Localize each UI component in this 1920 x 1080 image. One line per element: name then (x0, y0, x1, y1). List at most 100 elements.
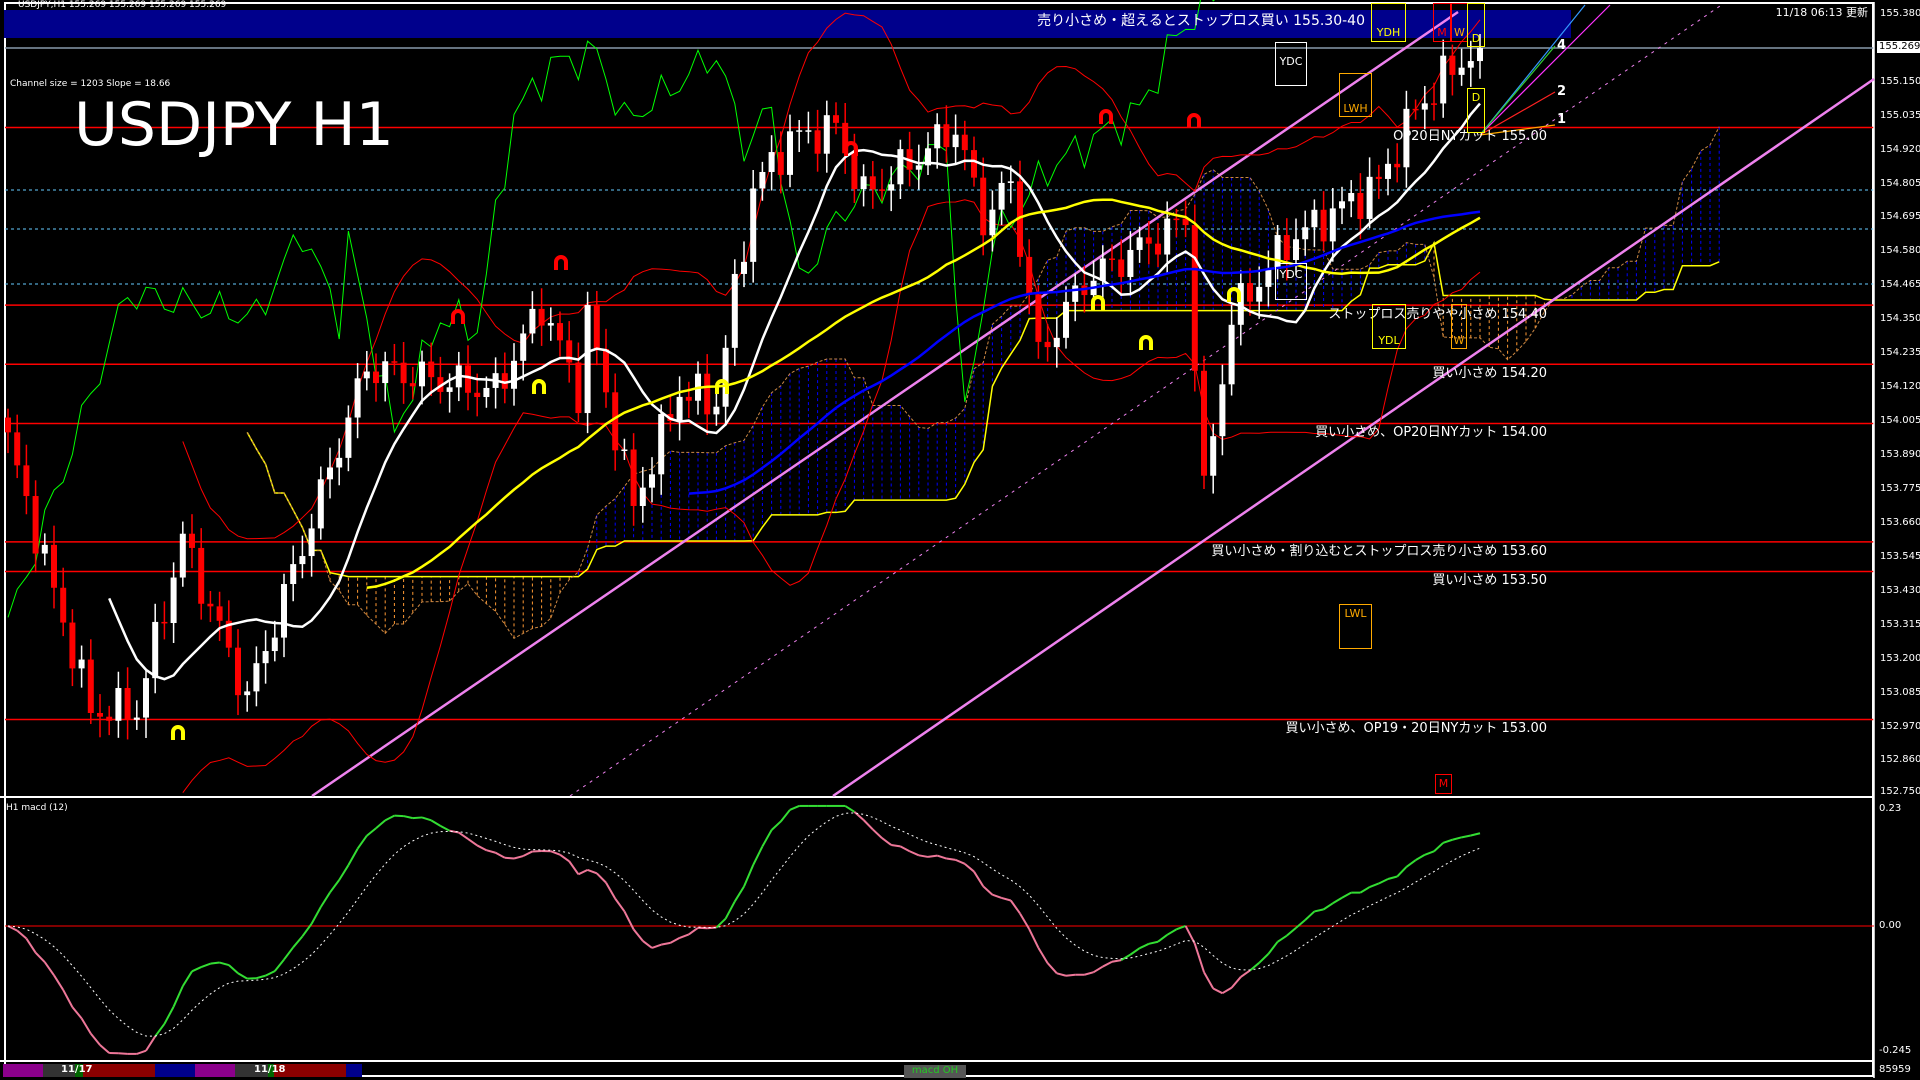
candle (1035, 285, 1042, 359)
candle (879, 168, 885, 202)
candle (1099, 245, 1106, 302)
candle-body (409, 383, 416, 387)
candle-body (152, 621, 159, 679)
price-tick: 153.315 (1880, 619, 1920, 631)
session-segment (274, 1064, 346, 1077)
macd-line-segment (1286, 927, 1297, 937)
macd-line-segment (1314, 908, 1324, 913)
candle-body (1348, 193, 1355, 202)
candle (271, 620, 278, 662)
macd-line-segment (62, 989, 74, 1008)
candle-body (271, 637, 278, 652)
macd-line-segment (1433, 842, 1444, 853)
candle (603, 328, 609, 408)
macd-line-segment (550, 850, 561, 856)
price-tick: 155.380 (1880, 8, 1920, 19)
candle-body (1385, 163, 1391, 179)
candle-body (1007, 181, 1014, 183)
candle (115, 671, 122, 738)
candle (1357, 173, 1364, 240)
candle-body (41, 544, 48, 554)
macd-line-segment (1267, 941, 1279, 955)
macd-line-segment (347, 848, 359, 866)
candle (1247, 268, 1253, 316)
candle-body (1403, 108, 1410, 168)
lwh-box: LWH (1339, 73, 1372, 117)
candle-body (851, 153, 858, 190)
lwl-label: LWL (1344, 607, 1367, 620)
candle (501, 352, 508, 404)
price-tick: 154.005 (1880, 415, 1920, 426)
macd-line-segment (1139, 942, 1150, 950)
lwl-box: LWL (1339, 604, 1372, 649)
updated-time: 11/18 06:13 更新 (1775, 6, 1868, 19)
macd-tick: 0.00 (1879, 920, 1902, 931)
candle (1063, 286, 1069, 349)
candle-body (336, 457, 343, 468)
macd-line-segment (421, 816, 432, 822)
macd-line-segment (237, 972, 248, 980)
macd-line-segment (724, 900, 736, 920)
sell-signal-icon (1187, 113, 1201, 128)
candle-body (925, 148, 931, 166)
macd-line-segment (973, 871, 985, 887)
candle-body (1274, 235, 1281, 269)
macd-line-segment (964, 863, 975, 873)
macd-line-segment (1111, 959, 1122, 963)
candle-body (1375, 176, 1382, 179)
candle (32, 480, 39, 573)
candle-body (78, 659, 85, 669)
macd-line-segment (16, 929, 28, 940)
candle-body (317, 479, 324, 529)
w-box-2: W (1451, 304, 1467, 349)
candle (529, 291, 536, 344)
candle (612, 373, 619, 471)
candle (363, 350, 370, 391)
candle (179, 521, 186, 587)
level-label: 買い小さめ、OP20日NYカット 154.00 (1315, 425, 1547, 441)
d-label: D (1471, 91, 1481, 104)
macd-line-segment (219, 961, 230, 967)
candle-body (87, 659, 94, 713)
macd-line-segment (642, 940, 653, 949)
candle (409, 366, 416, 400)
candle-body (1394, 163, 1401, 168)
candle-body (566, 340, 573, 363)
level-label: 買い小さめ、OP19・20日NYカット 153.00 (1285, 721, 1547, 737)
candle (888, 166, 895, 212)
macd-oh-button[interactable]: macd OH (904, 1065, 966, 1078)
candle-body (1201, 370, 1207, 476)
symbol-ohlc-line: USDJPY,H1 155.269 155.269 155.269 155.26… (18, 0, 227, 10)
candle (584, 291, 591, 434)
candle-body (419, 361, 425, 387)
ydc-label: YDC (1279, 268, 1303, 281)
level-label: 買い小さめ・割り込むとストップロス売り小さめ 153.60 (1211, 543, 1547, 559)
macd-line-segment (25, 937, 37, 954)
candle-body (501, 373, 508, 389)
candle-body (207, 603, 214, 607)
macd-line-segment (1424, 850, 1435, 856)
candle-body (998, 182, 1005, 210)
candle-body (400, 362, 407, 384)
candle-body (1431, 103, 1437, 105)
candle-body (1072, 285, 1079, 302)
macd-line-segment (71, 1006, 83, 1020)
candle-body (483, 387, 490, 398)
macd-line-segment (1277, 934, 1288, 943)
macd-line-segment (605, 882, 617, 900)
candle (437, 356, 444, 404)
candle-body (768, 152, 775, 172)
macd-line-segment (789, 805, 800, 811)
candle (759, 161, 766, 201)
macd-line-segment (1065, 973, 1076, 977)
candle (281, 573, 287, 658)
candle-body (676, 396, 683, 421)
candle-body (520, 333, 527, 361)
candle-body (888, 184, 895, 191)
candle (373, 353, 379, 402)
candle-body (915, 165, 922, 170)
macd-line-segment (99, 1044, 110, 1054)
candle-body (244, 691, 251, 696)
sell-signal-icon-shape (1187, 113, 1201, 128)
